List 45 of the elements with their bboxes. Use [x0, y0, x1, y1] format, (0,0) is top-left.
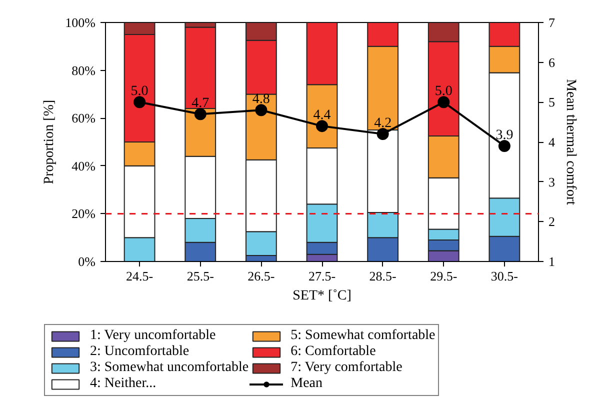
legend-label: Mean [290, 376, 323, 392]
point [134, 96, 146, 108]
x-tick-label: 30.5- [490, 268, 518, 284]
point [376, 128, 389, 140]
y-tick-label: 100% [65, 15, 96, 30]
y-tick-label: 0% [78, 254, 96, 269]
y-axis-title: Proportion [%] [42, 100, 58, 184]
point [498, 140, 510, 152]
y2-tick-label: 2 [548, 214, 555, 230]
y2-tick-label: 6 [548, 54, 556, 70]
data-label: 5.0 [130, 84, 148, 100]
y2-tick-label: 4 [548, 134, 556, 150]
y2-tick-label: 5 [548, 94, 555, 110]
x-tick-label: 24.5- [126, 268, 154, 284]
x-tick-label: 28.5- [369, 268, 396, 284]
data-label: 4.2 [374, 116, 392, 132]
legend-label: 3: Somewhat uncomfortable [90, 360, 249, 376]
x-tick-label: 25.5- [186, 268, 214, 284]
legend-label: 5: Somewhat comfortable [290, 328, 436, 344]
data-label: 3.9 [496, 128, 514, 143]
legend-label: 6: Comfortable [290, 344, 376, 360]
point [255, 104, 268, 116]
data-label: 4.8 [252, 92, 270, 108]
y-tick-label: 60% [72, 110, 96, 126]
y-tick-label: 80% [72, 62, 96, 78]
y-tick-label: 40% [72, 158, 96, 174]
x-tick-label: 26.5- [248, 268, 275, 284]
y2-tick-label: 3 [548, 174, 555, 190]
legend-label: 1: Very uncomfortable [90, 328, 216, 344]
point [316, 120, 328, 132]
legend-label: 7: Very comfortable [290, 360, 402, 376]
data-label: 4.7 [192, 96, 210, 112]
x-axis-title: SET* [˚C] [292, 288, 352, 304]
y-tick-label: 20% [72, 206, 96, 222]
y2-axis-title: Mean thermal comfort [563, 79, 578, 206]
point [194, 108, 206, 120]
legend-label: 2: Uncomfortable [90, 344, 190, 360]
x-tick-label: 27.5- [308, 268, 336, 284]
y2-tick-label: 1 [548, 254, 555, 269]
x-tick-label: 29.5- [430, 268, 458, 284]
data-label: 5.0 [434, 84, 452, 100]
point [438, 96, 450, 108]
legend-label: 4: Neither... [90, 376, 156, 392]
data-label: 4.4 [313, 108, 331, 124]
y2-tick-label: 7 [548, 15, 556, 30]
